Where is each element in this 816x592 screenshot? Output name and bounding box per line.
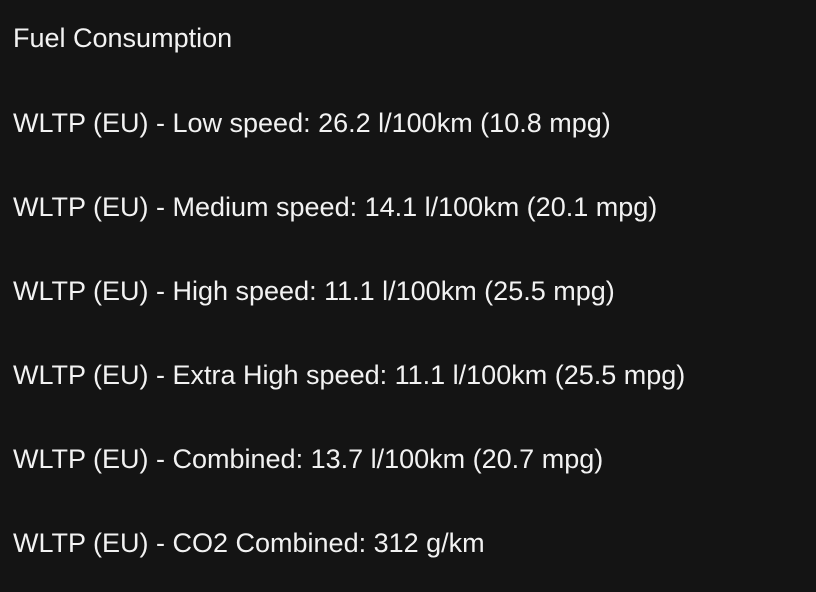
high-speed-line: WLTP (EU) - High speed: 11.1 l/100km (25… xyxy=(13,276,615,306)
medium-speed-line: WLTP (EU) - Medium speed: 14.1 l/100km (… xyxy=(13,192,658,222)
co2-combined-line: WLTP (EU) - CO2 Combined: 312 g/km xyxy=(13,528,485,558)
low-speed-line: WLTP (EU) - Low speed: 26.2 l/100km (10.… xyxy=(13,108,611,138)
extra-high-speed-line: WLTP (EU) - Extra High speed: 11.1 l/100… xyxy=(13,360,686,390)
section-title: Fuel Consumption xyxy=(13,23,233,53)
combined-line: WLTP (EU) - Combined: 13.7 l/100km (20.7… xyxy=(13,444,604,474)
